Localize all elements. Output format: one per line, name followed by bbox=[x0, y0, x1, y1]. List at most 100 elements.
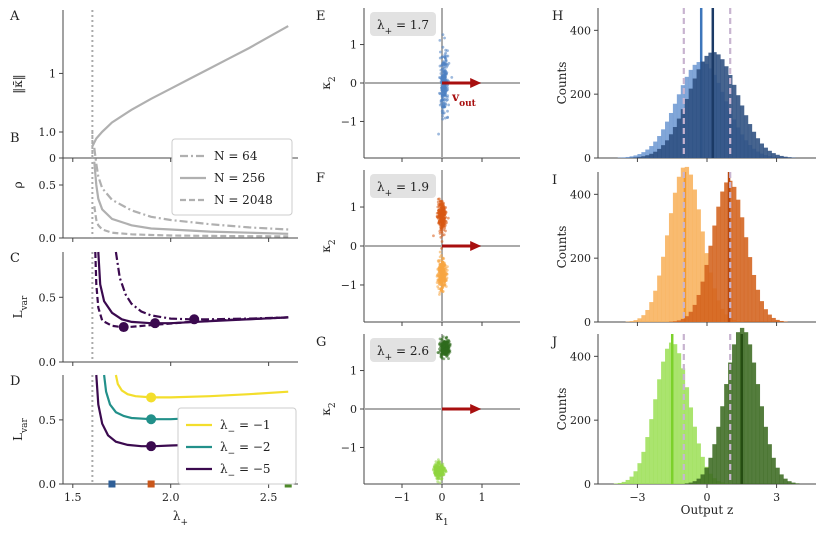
x-tick-label: 2.5 bbox=[260, 491, 278, 504]
hist-bar bbox=[775, 467, 780, 484]
scatter-point bbox=[440, 246, 443, 250]
hist-bar bbox=[724, 182, 729, 322]
scatter-point bbox=[439, 235, 443, 239]
hist-bar bbox=[779, 320, 784, 322]
hist-bar bbox=[668, 134, 674, 158]
x-axis-label: λ+ bbox=[173, 509, 188, 528]
scatter-point bbox=[440, 263, 444, 267]
scatter-point bbox=[443, 283, 447, 287]
scatter-point bbox=[444, 58, 448, 61]
panel-letter: J bbox=[550, 335, 557, 350]
scatter-point bbox=[435, 215, 439, 218]
hist-bar bbox=[696, 294, 701, 322]
hist-bar bbox=[704, 264, 709, 322]
scatter-point bbox=[446, 109, 449, 113]
scatter-point bbox=[447, 346, 451, 350]
hist-bar bbox=[787, 157, 792, 158]
scatter-point bbox=[443, 116, 447, 120]
hist-bar bbox=[657, 136, 662, 158]
scatter-point bbox=[445, 72, 448, 76]
scatter-point bbox=[443, 69, 447, 73]
scatter-point bbox=[434, 462, 438, 466]
scatter-point bbox=[447, 357, 450, 360]
hist-bar bbox=[688, 311, 694, 322]
panel-a: A ‖κ̄‖ 0 1 bbox=[9, 9, 298, 165]
hist-bar bbox=[759, 301, 764, 322]
panel-letter: I bbox=[552, 173, 557, 188]
scatter-point bbox=[436, 272, 440, 276]
scatter-point bbox=[440, 214, 444, 217]
scatter-point bbox=[442, 357, 446, 361]
hist-bar bbox=[732, 84, 737, 158]
hist-bar bbox=[688, 482, 694, 484]
hist-bar bbox=[617, 482, 623, 484]
y-tick-label: −1 bbox=[341, 115, 357, 128]
scatter-point bbox=[437, 132, 440, 136]
hist-bar bbox=[672, 127, 678, 158]
hist-bar bbox=[771, 153, 776, 158]
scatter-point bbox=[437, 197, 441, 201]
scatter-point bbox=[443, 267, 447, 271]
hist-bar bbox=[653, 290, 658, 322]
scatter-point bbox=[445, 221, 448, 225]
scatter-point bbox=[439, 76, 442, 80]
y-tick-label: 0.0 bbox=[39, 356, 57, 369]
hist-bar bbox=[735, 95, 741, 158]
hist-bar bbox=[783, 478, 788, 484]
hist-bar bbox=[692, 78, 697, 158]
x-tick-label: 0 bbox=[704, 491, 711, 504]
scatter-point bbox=[438, 277, 442, 281]
scatter-point bbox=[440, 231, 444, 235]
y-tick-label: 1 bbox=[350, 365, 357, 378]
scatter-point bbox=[444, 51, 448, 55]
scatter-point bbox=[440, 55, 444, 59]
scatter-point bbox=[442, 93, 446, 97]
panel-j: J Counts 0 200 400 −3 0 3 Output z bbox=[550, 327, 816, 517]
hist-bar bbox=[637, 318, 642, 322]
vout-arrow-head bbox=[470, 404, 482, 414]
scatter-point bbox=[442, 216, 445, 220]
hist-bar bbox=[645, 155, 650, 158]
scatter-point bbox=[446, 115, 450, 119]
scatter-point bbox=[436, 460, 440, 464]
y-tick-label: −1 bbox=[341, 441, 357, 454]
scatter-point bbox=[441, 33, 445, 37]
hist-bar bbox=[629, 156, 634, 158]
hist-bar bbox=[759, 406, 764, 484]
hist-bar bbox=[665, 121, 670, 158]
hist-bar bbox=[763, 147, 768, 158]
hist-bar bbox=[629, 476, 634, 484]
scatter-point bbox=[442, 206, 445, 210]
y-axis-label: Lvar bbox=[11, 295, 30, 318]
scatter-point bbox=[439, 466, 443, 470]
hist-bar bbox=[735, 332, 741, 484]
optimum-point bbox=[146, 414, 157, 425]
scatter-point bbox=[438, 270, 442, 274]
hist-bar bbox=[641, 451, 646, 484]
hist-bar bbox=[661, 145, 666, 158]
scatter-point bbox=[445, 276, 449, 280]
hist-bar bbox=[661, 256, 666, 322]
scatter-point bbox=[437, 217, 441, 221]
hist-bar bbox=[633, 155, 638, 158]
scatter-point bbox=[440, 64, 443, 68]
x-tick-label: 1.5 bbox=[64, 491, 82, 504]
scatter-point bbox=[441, 218, 444, 222]
scatter-point bbox=[446, 49, 449, 52]
hist-bar bbox=[747, 257, 753, 322]
scatter-point bbox=[441, 45, 445, 49]
scatter-point bbox=[436, 285, 440, 289]
hist-bar bbox=[637, 463, 642, 484]
hist-bar bbox=[743, 332, 749, 484]
x-axis-label: κ1 bbox=[435, 509, 448, 528]
hist-bar bbox=[629, 321, 634, 322]
y-tick-label: 400 bbox=[570, 24, 591, 37]
panel-letter: G bbox=[316, 335, 326, 350]
series-line bbox=[93, 206, 289, 238]
hist-bar bbox=[743, 115, 749, 158]
y-tick-label: 0.5 bbox=[39, 291, 57, 304]
scatter-point bbox=[442, 209, 446, 213]
y-tick-label: 200 bbox=[570, 88, 591, 101]
hist-bar bbox=[724, 384, 729, 484]
scatter-point bbox=[436, 351, 440, 354]
